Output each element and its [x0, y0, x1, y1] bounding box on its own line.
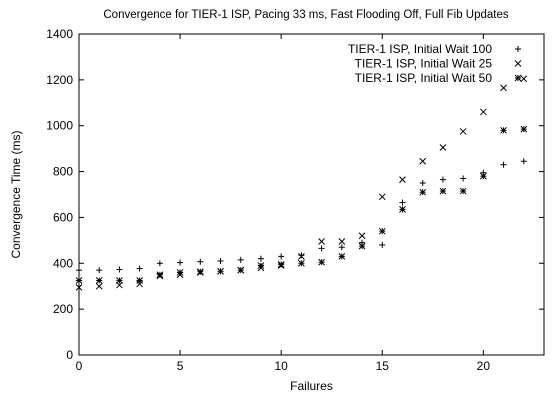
x-tick-label: 15 [376, 359, 390, 373]
data-point [75, 277, 83, 284]
data-point [196, 268, 204, 276]
data-point [318, 258, 325, 266]
data-point [298, 253, 305, 260]
data-point [378, 193, 386, 201]
data-point [96, 267, 103, 274]
data-point [197, 258, 204, 265]
data-point [95, 277, 103, 284]
data-point [338, 244, 345, 251]
data-point [217, 267, 224, 275]
plot-frame [78, 33, 545, 356]
data-point [459, 187, 467, 195]
data-point [338, 238, 346, 245]
y-axis-label: Convergence Time (ms) [9, 130, 23, 258]
legend-marker [515, 46, 521, 52]
data-points [75, 75, 528, 291]
data-point [95, 282, 103, 290]
data-point [358, 232, 366, 240]
x-axis-label: Failures [290, 379, 333, 393]
data-point [460, 175, 467, 182]
legend-label: TIER-1 ISP, Initial Wait 50 [355, 71, 493, 85]
legend-marker [514, 60, 522, 67]
data-point [500, 161, 507, 168]
y-tick-label: 800 [53, 165, 73, 179]
x-tick-label: 5 [177, 359, 184, 373]
data-point [257, 262, 265, 269]
data-point [318, 238, 325, 245]
data-point [379, 241, 386, 248]
data-point [278, 253, 285, 260]
data-point [176, 269, 184, 276]
data-point [419, 180, 426, 187]
data-point [136, 265, 143, 272]
data-point [318, 245, 325, 252]
x-tick-label: 10 [274, 359, 288, 373]
data-point [156, 260, 163, 267]
data-point [459, 128, 467, 135]
data-point [419, 188, 427, 196]
data-point [237, 266, 245, 274]
legend-marker [514, 74, 522, 82]
data-point [419, 157, 427, 165]
series-3 [75, 125, 528, 284]
data-point [116, 266, 123, 273]
y-tick-label: 1000 [46, 119, 73, 133]
data-point [136, 277, 144, 284]
data-point [177, 259, 184, 266]
y-tick-label: 200 [53, 302, 73, 316]
data-point [116, 277, 123, 284]
data-point [500, 84, 507, 92]
data-point [479, 108, 487, 116]
y-tick-label: 400 [53, 256, 73, 270]
data-point [399, 199, 406, 206]
data-point [520, 75, 528, 83]
data-point [500, 126, 507, 134]
y-tick-label: 600 [53, 210, 73, 224]
data-point [237, 256, 244, 263]
data-point [378, 227, 386, 235]
data-point [399, 176, 406, 183]
y-tick-label: 1400 [46, 27, 73, 41]
series-1 [76, 158, 527, 274]
data-point [217, 257, 224, 264]
axis-ticks [78, 33, 544, 356]
x-tick-label: 0 [76, 359, 83, 373]
data-point [338, 253, 346, 260]
data-point [479, 172, 487, 180]
legend-label: TIER-1 ISP, Initial Wait 100 [348, 42, 492, 56]
x-tick-label: 20 [477, 359, 491, 373]
data-point [277, 261, 285, 268]
data-point [298, 259, 305, 267]
legend-label: TIER-1 ISP, Initial Wait 25 [355, 57, 493, 71]
y-tick-label: 0 [66, 348, 73, 362]
data-point [76, 267, 82, 274]
chart-title: Convergence for TIER-1 ISP, Pacing 33 ms… [103, 9, 508, 21]
data-point [399, 206, 406, 213]
data-point [358, 242, 366, 250]
data-point [439, 176, 446, 183]
data-point [520, 158, 527, 165]
data-point [520, 125, 528, 133]
data-point [257, 255, 264, 262]
y-tick-label: 1200 [46, 73, 73, 87]
data-point [439, 144, 447, 151]
data-point [156, 271, 164, 279]
data-point [439, 187, 447, 195]
data-point [298, 252, 305, 259]
data-point [75, 284, 83, 291]
